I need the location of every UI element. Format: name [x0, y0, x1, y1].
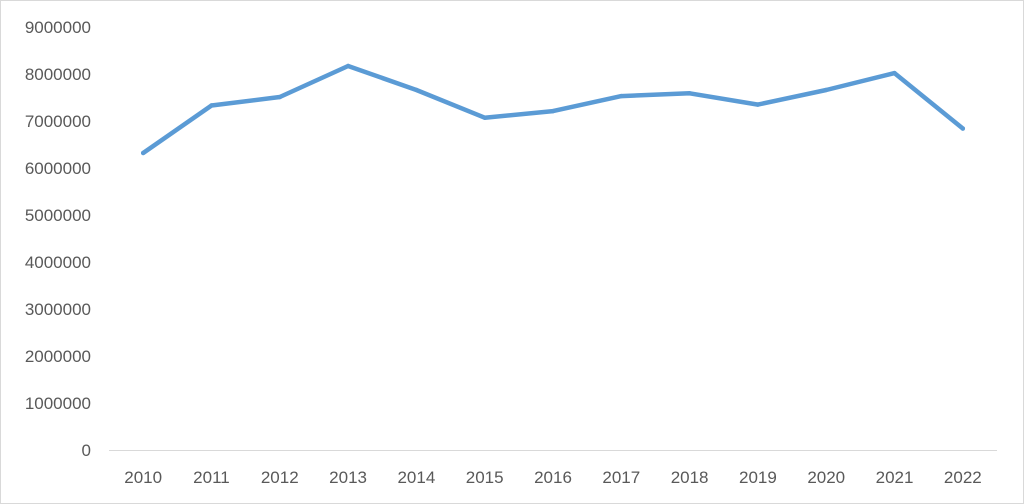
data-point-2011: [209, 103, 214, 108]
y-tick-label: 3000000: [25, 300, 91, 319]
y-tick-label: 0: [82, 441, 91, 460]
data-point-2019: [755, 102, 761, 107]
x-tick-label: 2022: [944, 468, 982, 487]
y-tick-label: 1000000: [25, 394, 91, 413]
x-tick-label: 2021: [876, 468, 914, 487]
data-points: [140, 63, 966, 156]
data-point-2014: [414, 87, 419, 93]
y-tick-label: 4000000: [25, 253, 91, 272]
x-tick-label: 2014: [397, 468, 435, 487]
x-tick-label: 2015: [466, 468, 504, 487]
y-tick-label: 5000000: [25, 206, 91, 225]
x-tick-label: 2011: [193, 468, 230, 487]
x-axis-tick-labels: 2010 2011 2012 2013 2014 2015 2016 2017 2018 2019…: [124, 468, 982, 487]
x-tick-label: 2012: [261, 468, 299, 487]
x-tick-label: 2013: [329, 468, 367, 487]
data-point-2017: [619, 93, 624, 99]
y-tick-label: 9000000: [25, 18, 91, 37]
data-point-2015: [482, 115, 487, 120]
data-point-2018: [687, 91, 692, 96]
x-tick-label: 2020: [807, 468, 845, 487]
data-point-2010: [140, 150, 146, 156]
data-point-2013: [345, 63, 351, 69]
y-tick-label: 2000000: [25, 347, 91, 366]
x-tick-label: 2018: [671, 468, 709, 487]
x-tick-label: 2010: [124, 468, 162, 487]
data-point-2021: [892, 70, 897, 76]
data-point-2020: [824, 87, 829, 93]
x-tick-label: 2019: [739, 468, 777, 487]
y-tick-label: 6000000: [25, 159, 91, 178]
data-point-2012: [277, 94, 282, 100]
data-point-2016: [550, 108, 556, 114]
y-tick-label: 7000000: [25, 112, 91, 131]
x-tick-label: 2016: [534, 468, 572, 487]
y-tick-label: 8000000: [25, 65, 91, 84]
y-axis-tick-labels: 0 1000000 2000000 3000000 4000000 5000000 6000…: [25, 18, 91, 460]
x-tick-label: 2017: [602, 468, 640, 487]
data-point-2022: [960, 126, 966, 131]
